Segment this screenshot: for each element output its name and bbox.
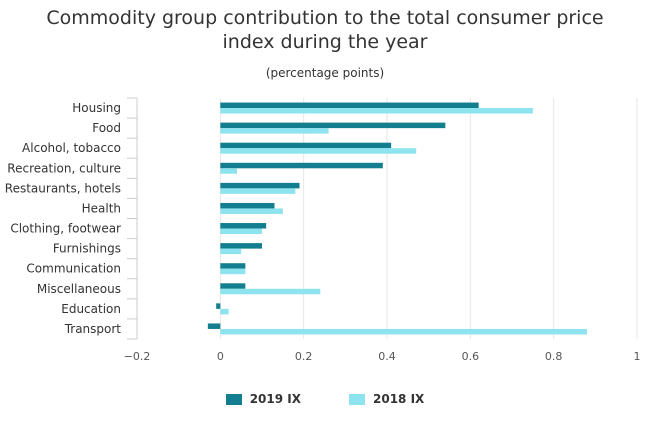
bar-series-1 — [220, 202, 275, 209]
bar-series-1 — [220, 162, 383, 169]
category-label: Communication — [26, 262, 121, 276]
chart-title-line-1: Commodity group contribution to the tota… — [46, 7, 604, 29]
bar-series-1 — [216, 303, 221, 309]
category-label: Food — [92, 121, 121, 135]
bar-series-1 — [220, 283, 246, 289]
bar-series-2 — [220, 228, 262, 235]
bar-series-1 — [220, 263, 246, 269]
x-tick-label: 0.8 — [545, 350, 563, 363]
legend-label-series-2: 2018 IX — [373, 392, 425, 406]
legend-swatch-series-2 — [349, 393, 365, 405]
x-tick-label: 0.2 — [295, 350, 313, 363]
x-tick-label: −0.2 — [124, 350, 151, 363]
bar-series-2 — [220, 188, 296, 194]
chart-legend: 2019 IX 2018 IX — [0, 392, 650, 406]
bar-series-2 — [220, 308, 229, 315]
bar-series-2 — [220, 248, 242, 255]
bar-series-2 — [220, 108, 533, 114]
bar-series-1 — [220, 182, 300, 189]
chart-subtitle: (percentage points) — [265, 66, 385, 80]
x-tick-label: 1 — [634, 350, 641, 363]
legend-swatch-series-1 — [225, 393, 242, 405]
category-label: Restaurants, hotels — [5, 181, 121, 195]
bar-series-1 — [220, 102, 479, 109]
chart-title: Commodity group contribution to the tota… — [0, 6, 650, 54]
category-label: Transport — [64, 322, 122, 336]
x-tick-label: 0 — [217, 350, 224, 363]
bar-series-2 — [220, 128, 329, 134]
bar-series-1 — [220, 223, 267, 229]
bar-series-1 — [220, 142, 392, 149]
bar-chart-plot: Housing Food Alcohol, tobacco Recreation, c… — [5, 97, 641, 363]
category-label: Health — [82, 201, 121, 215]
bar-series-2 — [220, 268, 246, 275]
bar-series-2 — [220, 328, 588, 335]
bar-series-2 — [220, 208, 283, 214]
bar-series-2 — [220, 148, 417, 154]
x-tick-label: 0.4 — [378, 350, 396, 363]
legend-label-series-1: 2019 IX — [249, 392, 301, 406]
bar-series-2 — [220, 168, 237, 174]
bar-series-2 — [220, 288, 321, 295]
category-label: Recreation, culture — [7, 161, 121, 175]
category-label: Alcohol, tobacco — [22, 141, 121, 155]
legend-item-series-1[interactable]: 2019 IX — [225, 392, 301, 406]
category-label: Furnishings — [53, 242, 121, 256]
category-label: Clothing, footwear — [10, 222, 121, 236]
bar-series-1 — [220, 122, 446, 129]
category-label: Miscellaneous — [37, 282, 121, 296]
category-label: Education — [61, 302, 121, 316]
category-label: Housing — [72, 101, 121, 115]
bar-series-1 — [207, 323, 221, 329]
bar-series-1 — [220, 243, 262, 249]
x-tick-label: 0.6 — [462, 350, 480, 363]
chart-title-line-2: index during the year — [222, 31, 428, 53]
legend-item-series-2[interactable]: 2018 IX — [349, 392, 424, 406]
